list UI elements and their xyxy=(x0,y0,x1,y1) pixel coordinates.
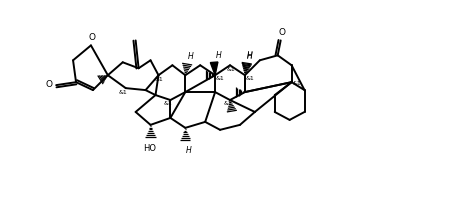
Text: &1: &1 xyxy=(164,101,173,106)
Text: HO: HO xyxy=(143,144,156,153)
Text: &1: &1 xyxy=(216,76,225,81)
Text: &1: &1 xyxy=(292,81,301,86)
Text: H: H xyxy=(186,146,191,155)
Text: &1: &1 xyxy=(226,67,235,72)
Text: &1: &1 xyxy=(246,76,254,81)
Text: &1: &1 xyxy=(119,90,127,95)
Text: H: H xyxy=(247,52,253,61)
Text: O: O xyxy=(89,33,96,42)
Text: H: H xyxy=(216,51,222,60)
Text: H: H xyxy=(187,52,193,61)
Text: O: O xyxy=(278,28,285,37)
Text: &1: &1 xyxy=(224,101,232,106)
Polygon shape xyxy=(210,62,218,75)
Text: &1: &1 xyxy=(155,77,164,82)
Text: H: H xyxy=(247,51,253,60)
Text: O: O xyxy=(46,80,53,89)
